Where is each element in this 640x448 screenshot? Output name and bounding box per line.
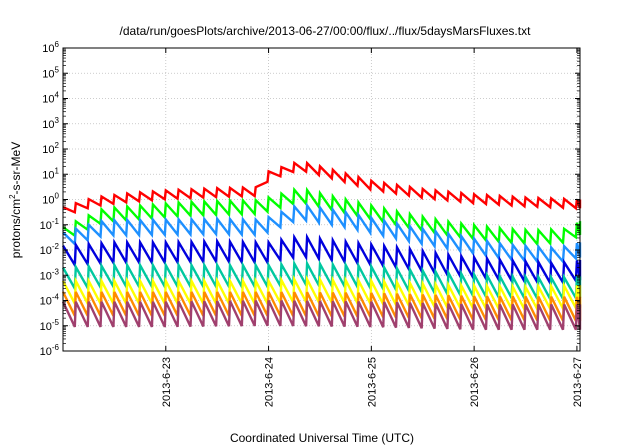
y-axis-label-main: protons/cm xyxy=(9,199,23,258)
series-line-0 xyxy=(62,160,582,215)
y-tick-base: 10 xyxy=(42,43,54,55)
y-tick-exp: -2 xyxy=(52,242,60,251)
y-tick-label: 10-1 xyxy=(40,217,60,232)
y-tick-base: 10 xyxy=(40,270,52,282)
y-tick-exp: 5 xyxy=(55,65,60,74)
y-tick-base: 10 xyxy=(42,169,54,181)
y-tick-label: 104 xyxy=(42,91,59,106)
x-tick-label: 2013-6-24 xyxy=(264,357,276,407)
y-tick-exp: 3 xyxy=(55,116,60,125)
y-tick-base: 10 xyxy=(40,245,52,257)
y-tick-base: 10 xyxy=(42,195,54,207)
x-axis: 2013-6-23 2013-6-24 2013-6-25 2013-6-26 2013… xyxy=(161,48,584,407)
y-tick-label: 102 xyxy=(42,141,59,156)
y-tick-label: 10-2 xyxy=(40,242,60,257)
series-group xyxy=(61,160,582,331)
y-axis-label-sup: 2 xyxy=(8,194,17,199)
y-tick-exp: -4 xyxy=(52,293,60,302)
y-tick-label: 105 xyxy=(42,65,59,80)
x-axis-label: Coordinated Universal Time (UTC) xyxy=(230,431,414,445)
series-line-2 xyxy=(62,201,582,267)
chart-title: /data/run/goesPlots/archive/2013-06-27/0… xyxy=(120,24,532,38)
y-tick-exp: 4 xyxy=(55,91,60,100)
y-axis: 10-610-510-410-310-210-11001011021031041… xyxy=(40,40,580,358)
x-tick-label: 2013-6-27 xyxy=(572,357,584,407)
y-tick-exp: -6 xyxy=(52,343,60,352)
x-tick-label: 2013-6-26 xyxy=(469,357,481,407)
y-tick-exp: -1 xyxy=(52,217,60,226)
y-tick-exp: 0 xyxy=(55,192,60,201)
y-tick-exp: 6 xyxy=(55,40,60,49)
x-tick-label: 2013-6-23 xyxy=(161,357,173,407)
y-tick-label: 10-6 xyxy=(40,343,60,358)
y-tick-base: 10 xyxy=(40,346,52,358)
y-tick-base: 10 xyxy=(42,68,54,80)
y-tick-base: 10 xyxy=(40,321,52,333)
y-tick-base: 10 xyxy=(40,296,52,308)
y-tick-label: 106 xyxy=(42,40,59,55)
y-tick-label: 101 xyxy=(42,166,59,181)
y-tick-label: 10-5 xyxy=(40,318,60,333)
x-tick-label: 2013-6-25 xyxy=(366,357,378,407)
y-tick-base: 10 xyxy=(42,144,54,156)
y-tick-label: 10-3 xyxy=(40,267,60,282)
y-tick-exp: -5 xyxy=(52,318,60,327)
y-tick-label: 10-4 xyxy=(40,293,60,308)
y-tick-label: 100 xyxy=(42,192,59,207)
y-tick-exp: -3 xyxy=(52,267,60,276)
series-line-7 xyxy=(61,299,582,331)
y-tick-label: 103 xyxy=(42,116,59,131)
y-tick-base: 10 xyxy=(42,119,54,131)
y-tick-exp: 1 xyxy=(55,166,60,175)
y-axis-label: protons/cm2-s-sr-MeV xyxy=(8,142,23,258)
y-tick-base: 10 xyxy=(40,220,52,232)
y-tick-base: 10 xyxy=(42,94,54,106)
y-axis-label-rest: -s-sr-MeV xyxy=(9,142,23,195)
y-tick-exp: 2 xyxy=(55,141,60,150)
